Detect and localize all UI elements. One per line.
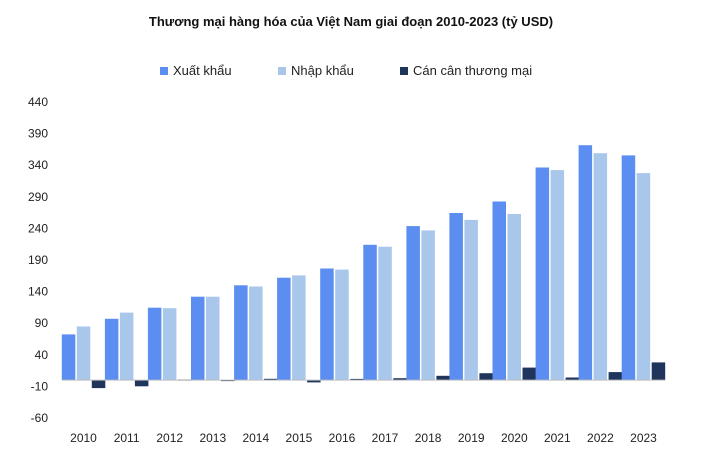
y-tick-label: 340	[28, 158, 48, 172]
legend-swatch-export	[160, 66, 168, 75]
bar-export-2012	[147, 307, 162, 381]
legend-item-balance: Cán cân thương mại	[400, 63, 532, 78]
y-tick-label: 140	[28, 285, 48, 299]
legend-label-import: Nhập khẩu	[291, 63, 354, 78]
x-tick-label: 2017	[372, 431, 399, 445]
bar-import-2013	[206, 296, 220, 381]
x-tick-label: 2020	[501, 431, 528, 445]
x-tick-label: 2011	[114, 431, 140, 445]
x-tick-label: 2018	[415, 431, 442, 445]
bar-export-2010	[61, 334, 76, 380]
x-tick-label: 2019	[458, 431, 485, 445]
legend-label-balance: Cán cân thương mại	[413, 63, 533, 78]
bar-import-2011	[119, 312, 134, 380]
bar-import-2022	[593, 153, 608, 381]
legend-swatch-balance	[400, 66, 408, 75]
x-tick-label: 2023	[630, 431, 657, 445]
legend-item-export: Xuất khẩu	[160, 63, 232, 78]
bar-balance-2014	[264, 378, 278, 381]
bar-balance-2019	[479, 373, 493, 381]
bar-balance-2011	[134, 380, 149, 387]
legend-label-export: Xuất khẩu	[173, 63, 232, 78]
bar-balance-2017	[393, 378, 407, 380]
bar-balance-2023	[651, 362, 666, 381]
bar-export-2015	[277, 277, 291, 381]
y-tick-label: -60	[31, 411, 49, 425]
x-tick-label: 2022	[587, 431, 614, 445]
x-tick-label: 2016	[329, 431, 356, 445]
bar-balance-2020	[522, 367, 536, 381]
bar-import-2012	[162, 308, 177, 381]
bar-import-2016	[335, 269, 349, 381]
bar-export-2017	[363, 244, 377, 380]
bar-export-2022	[578, 145, 593, 381]
bar-import-2020	[507, 214, 521, 381]
x-tick-label: 2013	[199, 431, 226, 445]
bar-import-2018	[421, 230, 435, 381]
bar-import-2010	[76, 326, 91, 381]
bar-import-2017	[378, 246, 392, 381]
bar-export-2023	[621, 155, 636, 381]
y-tick-label: 290	[28, 190, 48, 204]
bar-import-2014	[249, 286, 263, 380]
y-tick-label: 390	[28, 127, 48, 141]
legend-swatch-import	[278, 66, 286, 75]
bar-import-2023	[636, 173, 651, 381]
bar-export-2018	[406, 226, 420, 381]
bar-export-2021	[535, 167, 550, 380]
legend-item-import: Nhập khẩu	[278, 63, 354, 78]
bar-export-2019	[449, 213, 463, 380]
bar-export-2011	[104, 318, 119, 380]
bar-balance-2015	[307, 380, 321, 383]
bar-import-2019	[464, 219, 478, 380]
bar-balance-2022	[608, 372, 623, 381]
bar-import-2021	[550, 170, 565, 381]
x-tick-label: 2012	[156, 431, 183, 445]
bar-balance-2016	[350, 378, 364, 380]
y-tick-label: 240	[28, 221, 48, 235]
bar-import-2015	[292, 275, 306, 381]
bar-balance-2010	[91, 380, 106, 389]
x-tick-label: 2010	[70, 431, 97, 445]
chart-title: Thương mại hàng hóa của Việt Nam giai đo…	[148, 14, 554, 29]
x-tick-label: 2015	[286, 431, 313, 445]
y-tick-label: 190	[28, 253, 48, 267]
y-tick-label: 40	[35, 348, 49, 362]
x-tick-label: 2021	[544, 431, 571, 445]
bar-export-2020	[492, 201, 506, 381]
x-tick-label: 2014	[242, 431, 269, 445]
bar-balance-2018	[436, 375, 450, 381]
bar-balance-2021	[565, 377, 580, 381]
bar-export-2014	[234, 285, 248, 381]
y-tick-label: -10	[31, 379, 49, 393]
legend: Xuất khẩu Nhập khẩu Cán cân thương mại	[0, 63, 702, 83]
y-tick-label: 440	[28, 95, 48, 109]
bar-export-2016	[320, 268, 334, 381]
bar-export-2013	[191, 296, 205, 381]
y-tick-label: 90	[35, 316, 49, 330]
